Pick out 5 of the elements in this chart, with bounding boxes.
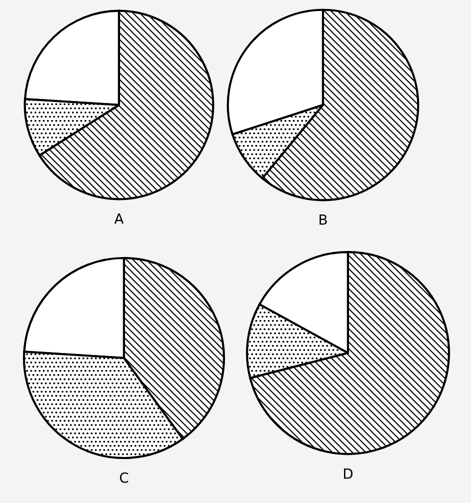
text: D [344, 468, 353, 479]
text: C [120, 472, 128, 483]
text: A [114, 214, 124, 224]
pie-slice [249, 250, 450, 455]
text: B [320, 214, 327, 225]
